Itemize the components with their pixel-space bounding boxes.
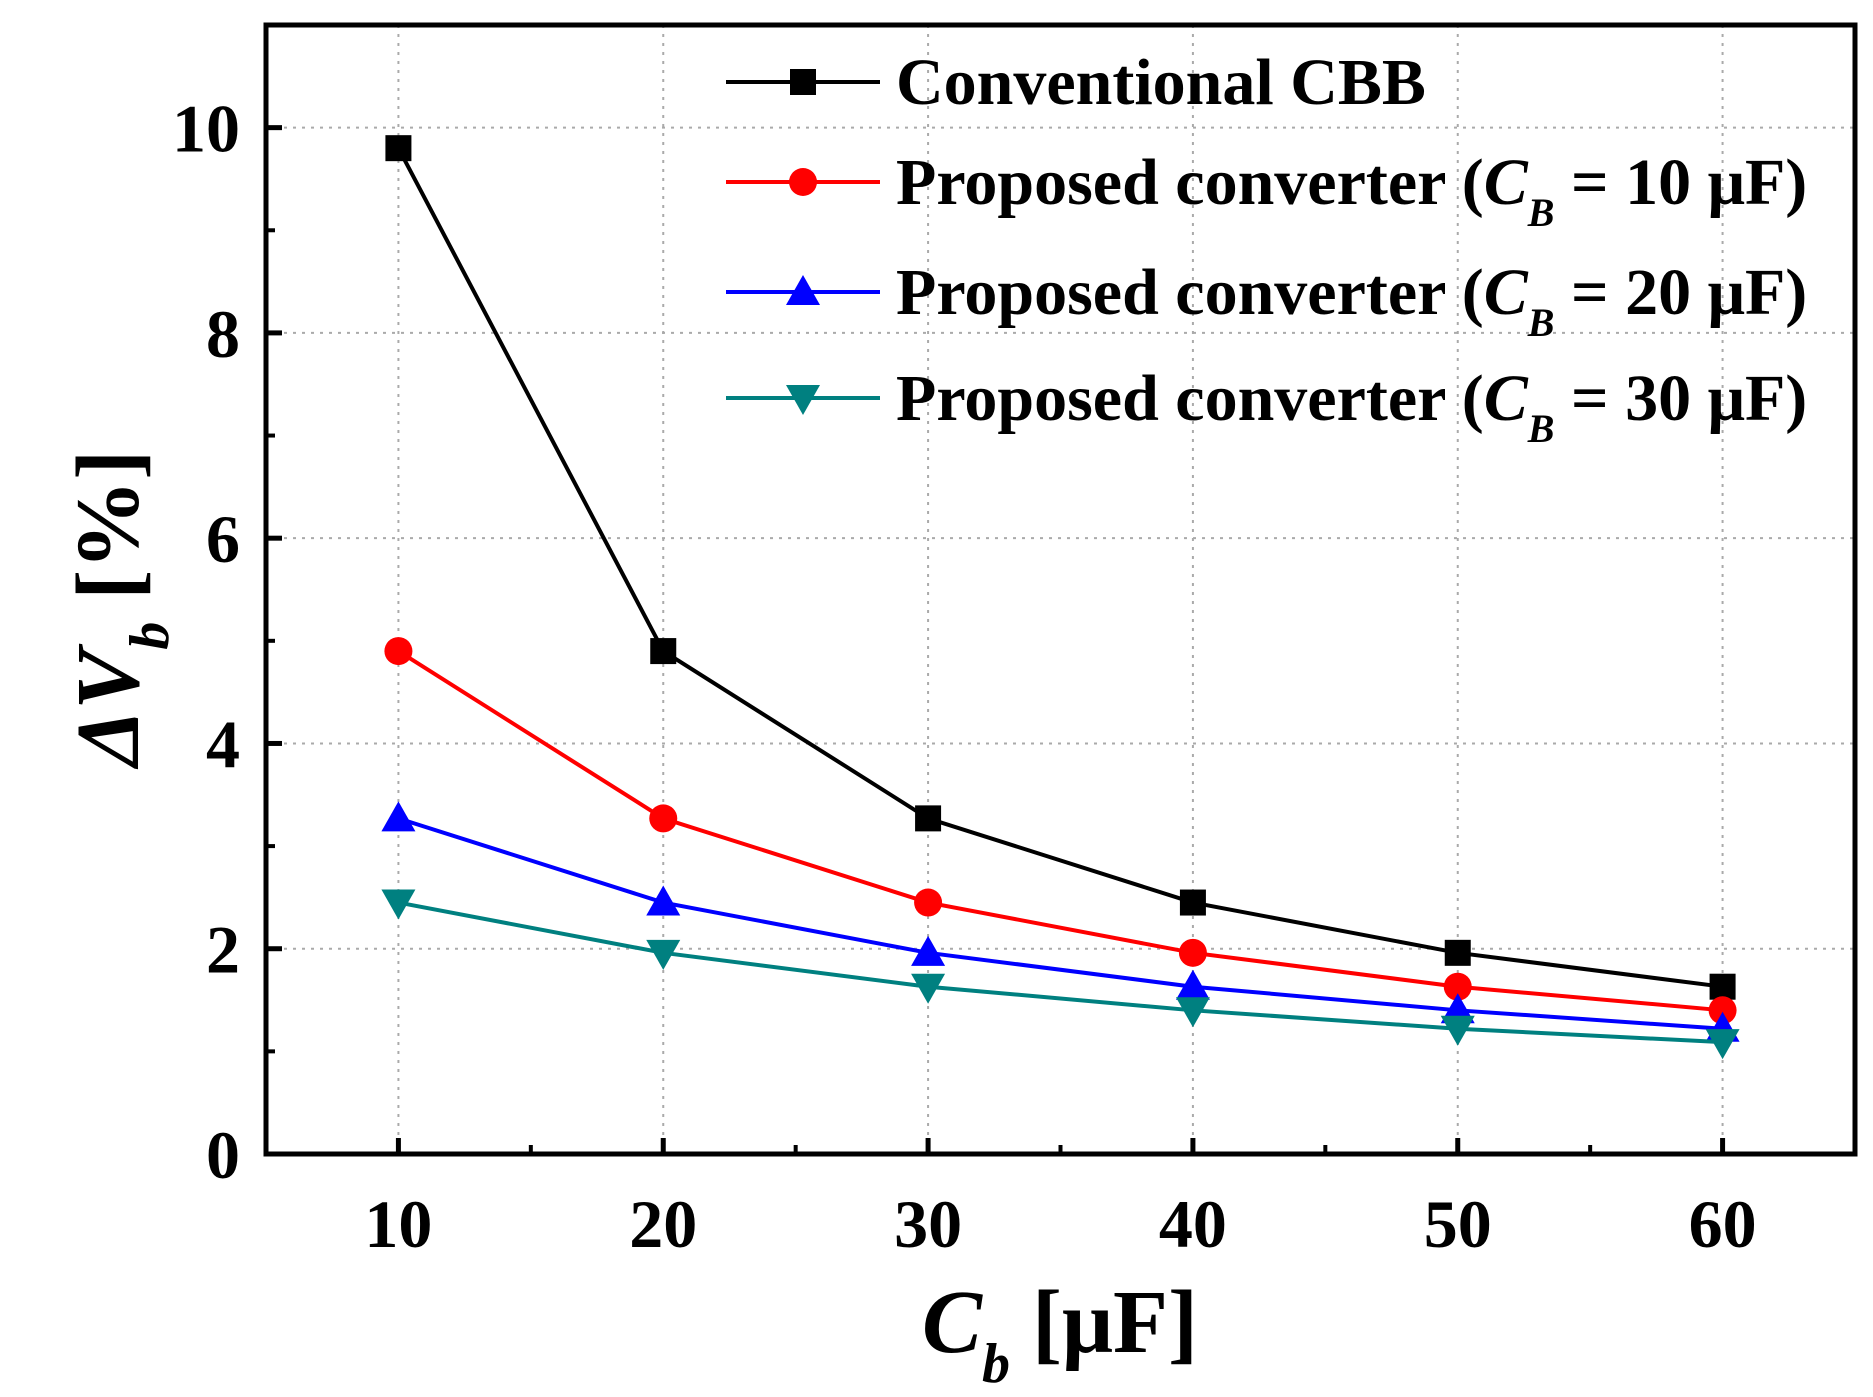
legend-label-symbol: C [1484, 362, 1529, 435]
legend-label-text: Conventional CBB [896, 46, 1426, 119]
y-tick-label: 6 [206, 501, 240, 577]
data-point [1440, 1015, 1475, 1046]
series-line [398, 900, 1723, 1045]
legend-label: Conventional CBB [896, 46, 1426, 119]
x-tick-label: 50 [1424, 1186, 1492, 1262]
grid [266, 25, 1855, 1154]
legend-label: Proposed converter (CB = 10 μF) [896, 146, 1807, 235]
data-point [1443, 972, 1472, 1001]
data-point [384, 637, 413, 666]
x-axis-symbol: C [922, 1273, 983, 1372]
legend-marker [789, 168, 817, 196]
legend-entry-1: Conventional CBB [726, 46, 1426, 119]
legend-label-suffix: = 30 μF) [1554, 362, 1807, 435]
y-axis-title: ΔVb [%] [59, 450, 181, 769]
x-axis-unit: [μF] [1032, 1273, 1198, 1372]
legend-entry-4: Proposed converter (CB = 30 μF) [726, 362, 1807, 451]
series-3 [381, 801, 1740, 1042]
data-point [385, 135, 412, 162]
data-point [911, 935, 946, 966]
legend-entry-3: Proposed converter (CB = 20 μF) [726, 256, 1807, 345]
x-axis-title: Cb [μF] [922, 1273, 1198, 1395]
data-point [1444, 939, 1471, 966]
data-point [381, 801, 416, 832]
legend-marker [786, 385, 820, 415]
data-point [650, 638, 677, 665]
x-axis-subscript: b [982, 1333, 1010, 1395]
x-tick-label: 20 [629, 1186, 697, 1262]
x-tick-label: 60 [1689, 1186, 1757, 1262]
legend-label-subscript: B [1527, 300, 1555, 345]
axes: 10 20 30 40 50 60 0 2 4 6 8 10 [172, 91, 1757, 1262]
y-axis-unit: [%] [59, 450, 158, 600]
y-tick-label: 10 [172, 91, 240, 167]
data-point [646, 885, 681, 916]
legend-label-text: Proposed converter ( [896, 362, 1484, 435]
series-line [397, 649, 1723, 1013]
legend-label-suffix: = 20 μF) [1554, 256, 1807, 329]
data-point [914, 888, 943, 917]
legend-label-text: Proposed converter ( [896, 256, 1484, 329]
legend-label-text: Proposed converter ( [896, 146, 1484, 219]
legend-label: Proposed converter (CB = 20 μF) [896, 256, 1807, 345]
y-axis-symbol: ΔV [59, 643, 158, 769]
legend-marker [786, 275, 820, 305]
y-tick-label: 2 [206, 912, 240, 988]
data-point [646, 939, 681, 970]
data-point [381, 889, 416, 920]
series-4 [381, 889, 1740, 1060]
x-tick-label: 30 [894, 1186, 962, 1262]
legend-label-subscript: B [1527, 406, 1555, 451]
data-point [1708, 996, 1737, 1025]
data-point [1179, 889, 1206, 916]
y-axis-subscript: b [119, 622, 181, 650]
legend-label-suffix: = 10 μF) [1554, 146, 1807, 219]
legend-label-symbol: C [1484, 256, 1529, 329]
data-point [1705, 1029, 1740, 1060]
series-line [397, 816, 1723, 1031]
data-point [1175, 969, 1210, 1000]
data-point [915, 805, 942, 832]
y-tick-label: 8 [206, 296, 240, 372]
series-layer [381, 135, 1740, 1060]
series-2 [384, 637, 1737, 1025]
series-line [396, 147, 1723, 989]
x-tick-label: 40 [1159, 1186, 1227, 1262]
legend-label-symbol: C [1484, 146, 1529, 219]
x-tick-label: 10 [364, 1186, 432, 1262]
legend-label-subscript: B [1527, 190, 1555, 235]
data-point [1175, 997, 1210, 1028]
data-point [911, 973, 946, 1004]
legend-entry-2: Proposed converter (CB = 10 μF) [726, 146, 1807, 235]
data-point [1178, 938, 1207, 967]
y-tick-label: 0 [206, 1117, 240, 1193]
legend-label: Proposed converter (CB = 30 μF) [896, 362, 1807, 451]
data-point [1709, 973, 1736, 1000]
data-point [649, 804, 678, 833]
legend-marker [790, 69, 816, 95]
series-1 [385, 135, 1736, 1000]
y-tick-label: 4 [206, 706, 240, 782]
